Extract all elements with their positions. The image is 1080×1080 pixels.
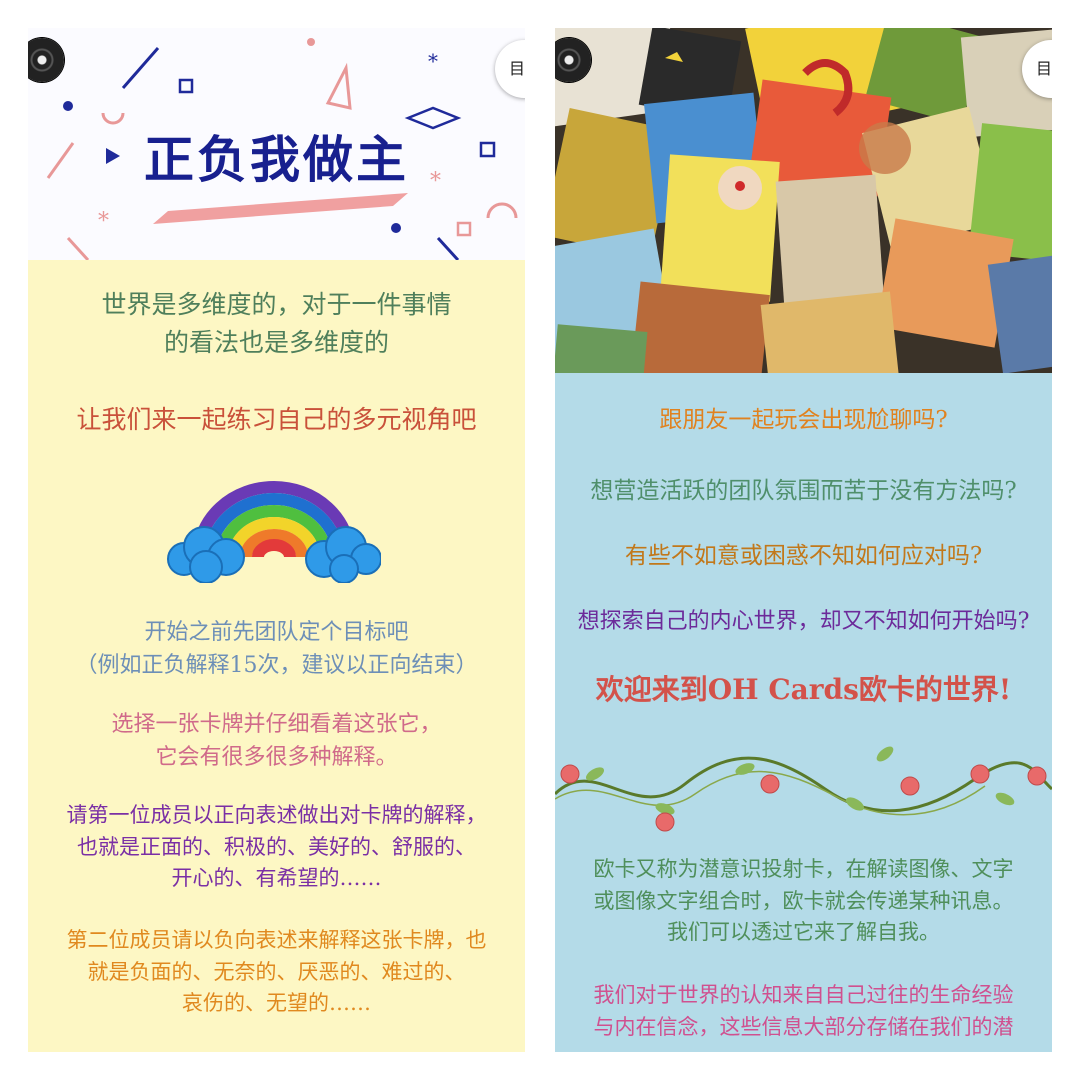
desc-line-1: 欧卡又称为潜意识投射卡，在解读图像、文字 xyxy=(593,857,1014,881)
music-disc-icon[interactable] xyxy=(555,38,591,82)
banner-decoration: * * * xyxy=(46,38,518,260)
rainbow-icon xyxy=(167,481,381,583)
oh-cards-collage-image: 目录 xyxy=(555,28,1052,373)
svg-text:*: * xyxy=(428,49,438,73)
second-member-text: 第二位成员请以负向表述来解释这张卡牌，也 就是负面的、无奈的、厌恶的、难过的、 … xyxy=(28,925,525,1020)
svg-text:*: * xyxy=(430,169,441,194)
goal-line-1: 开始之前先团队定个目标吧 xyxy=(144,620,409,645)
question-confusion: 有些不如意或困惑不知如何应对吗? xyxy=(624,543,983,569)
second-line-3: 哀伤的、无望的…… xyxy=(182,991,371,1015)
oh-cards-description: 欧卡又称为潜意识投射卡，在解读图像、文字 或图像文字组合时，欧卡就会传递某种讯息… xyxy=(555,854,1052,949)
welcome-heading: 欢迎来到OH Cards欧卡的世界! xyxy=(595,673,1012,706)
intro-line-2: 的看法也是多维度的 xyxy=(163,327,389,357)
first-line-2: 也就是正面的、积极的、美好的、舒服的、 xyxy=(77,834,476,859)
svg-text:*: * xyxy=(98,209,109,234)
second-line-1: 第二位成员请以负向表述来解释这张卡牌，也 xyxy=(66,928,487,952)
collage-cards xyxy=(555,28,1052,373)
flower-vine-decoration xyxy=(555,746,1052,832)
first-member-text: 请第一位成员以正向表述做出对卡牌的解释， 也就是正面的、积极的、美好的、舒服的、… xyxy=(28,800,525,895)
first-line-1: 请第一位成员以正向表述做出对卡牌的解释， xyxy=(66,803,487,827)
question-awkward-chat: 跟朋友一起玩会出现尬聊吗? xyxy=(659,407,948,433)
choose-line-1: 选择一张卡牌并仔细看着这张它， xyxy=(111,712,442,737)
music-disc-icon[interactable] xyxy=(28,38,64,82)
cognition-line-2: 与内在信念，这些信息大部分存储在我们的潜 xyxy=(593,1014,1014,1039)
left-page: * * * 正负我做主 目录 世界是多维度的，对于一件事情 的看法也是多维度的 … xyxy=(28,28,525,1052)
desc-line-3: 我们可以透过它来了解自我。 xyxy=(667,920,940,944)
choose-text: 选择一张卡牌并仔细看着这张它， 它会有很多很多种解释。 xyxy=(28,708,525,774)
goal-line-2: （例如正负解释15次，建议以正向结束） xyxy=(75,653,478,678)
choose-line-2: 它会有很多很多种解释。 xyxy=(155,745,398,770)
banner: * * * 正负我做主 目录 xyxy=(28,28,525,260)
right-page: 目录 跟朋友一起玩会出现尬聊吗? 想营造活跃的团队氛围而苦于没有方法吗? 有些不… xyxy=(555,28,1052,1052)
cognition-text: 我们对于世界的认知来自自己过往的生命经验 与内在信念，这些信息大部分存储在我们的… xyxy=(555,980,1052,1043)
desc-line-2: 或图像文字组合时，欧卡就会传递某种讯息。 xyxy=(593,888,1014,913)
headline-text: 让我们来一起练习自己的多元视角吧 xyxy=(76,405,477,434)
first-line-3: 开心的、有希望的…… xyxy=(171,866,382,890)
cognition-line-1: 我们对于世界的认知来自自己过往的生命经验 xyxy=(593,983,1014,1007)
banner-title: 正负我做主 xyxy=(144,131,409,189)
question-team-atmosphere: 想营造活跃的团队氛围而苦于没有方法吗? xyxy=(590,478,1017,504)
second-line-2: 就是负面的、无奈的、厌恶的、难过的、 xyxy=(87,959,466,984)
intro-text: 世界是多维度的，对于一件事情 的看法也是多维度的 xyxy=(28,286,525,361)
goal-text: 开始之前先团队定个目标吧 （例如正负解释15次，建议以正向结束） xyxy=(28,616,525,682)
question-inner-world: 想探索自己的内心世界，却又不知如何开始吗? xyxy=(577,609,1030,634)
intro-line-1: 世界是多维度的，对于一件事情 xyxy=(101,290,452,319)
